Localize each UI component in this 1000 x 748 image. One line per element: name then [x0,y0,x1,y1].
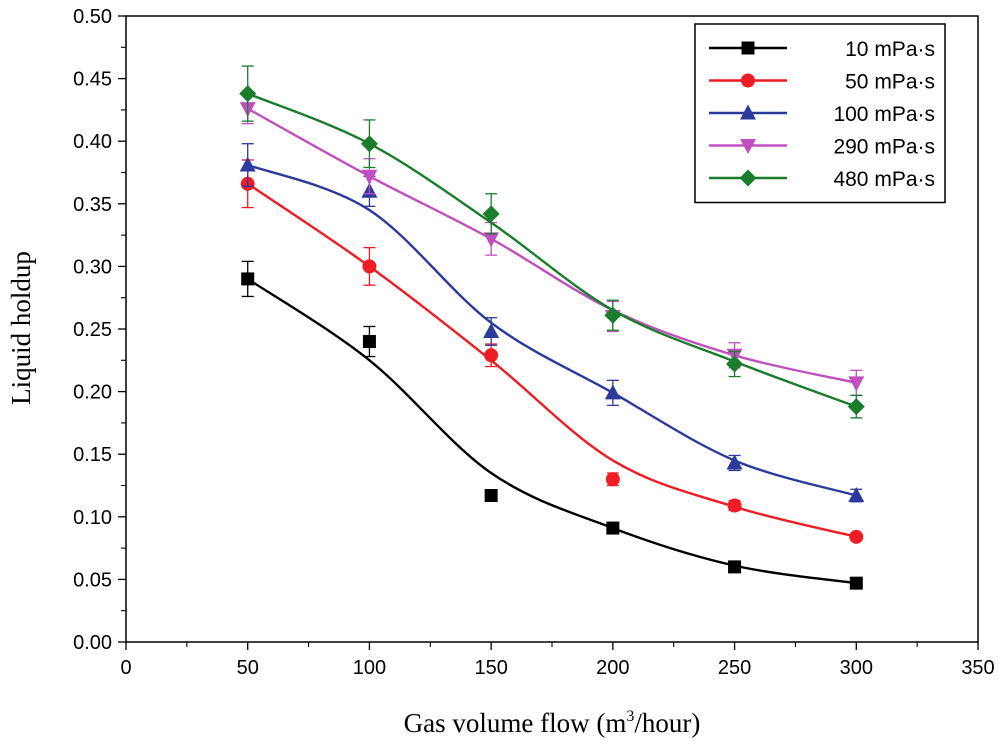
data-point [604,384,621,400]
data-point [239,156,256,172]
data-point [362,335,376,349]
y-axis-title: Liquid holdup [6,251,36,405]
series-layer [239,65,865,590]
x-tick-label: 150 [474,657,507,679]
data-point [726,355,744,373]
data-point [726,454,743,470]
y-tick-label: 0.35 [73,194,112,216]
series-line [247,277,857,585]
series-line [247,182,857,538]
x-tick-label: 250 [718,657,751,679]
data-point [847,398,865,416]
series-0 [241,260,863,590]
y-tick-label: 0.45 [73,69,112,91]
x-tick-label: 0 [120,657,131,679]
legend-label: 100 mPa·s [833,103,935,126]
data-point [728,560,742,574]
x-axis-title: Gas volume flow (m3/hour) [404,708,701,738]
data-point [239,85,257,103]
data-point [849,576,863,590]
legend-marker [741,73,755,88]
y-tick-label: 0.05 [73,569,112,591]
series-line [247,92,857,408]
axis-ticks-layer: 0 50 100 150 200 250 300 350 0.00 0.05 0.10 0.15 0.2… [73,6,995,679]
legend-marker [741,41,755,55]
y-tick-label: 0.00 [73,632,112,654]
x-tick-label: 100 [353,657,386,679]
y-tick-label: 0.20 [73,382,112,404]
legend-marker [740,139,756,154]
data-point [482,205,500,223]
data-point [848,376,865,392]
data-point [483,232,500,248]
y-tick-label: 0.50 [73,6,112,28]
data-point [727,498,742,513]
data-point [605,472,620,487]
x-tick-label: 200 [596,657,629,679]
data-point [484,348,499,363]
legend-marker [739,169,757,187]
series-line [247,107,857,385]
legend-label: 480 mPa·s [833,168,935,191]
legend-label: 290 mPa·s [833,136,935,159]
x-tick-label: 350 [961,657,994,679]
data-point [241,272,255,286]
legend: 10 mPa·s 50 mPa·s 100 mPa·s 290 mPa·s 480 mP… [694,23,946,204]
legend-marker [740,104,756,120]
data-point [849,529,864,544]
series-4 [239,65,865,419]
data-point [606,521,620,535]
data-point [848,487,865,503]
x-tick-label: 50 [237,657,259,679]
data-point [604,306,622,324]
series-line [247,163,857,497]
data-point [484,489,498,503]
y-tick-label: 0.15 [73,444,112,466]
y-tick-label: 0.40 [73,131,112,153]
legend-label: 10 mPa·s [845,38,935,61]
y-tick-label: 0.10 [73,507,112,529]
y-tick-label: 0.25 [73,319,112,341]
x-tick-label: 300 [840,657,873,679]
series-1 [240,159,864,544]
legend-label: 50 mPa·s [845,71,935,94]
y-tick-label: 0.30 [73,256,112,278]
data-point [362,259,377,274]
data-point [360,135,378,153]
data-point [483,323,500,339]
data-point [361,169,378,185]
